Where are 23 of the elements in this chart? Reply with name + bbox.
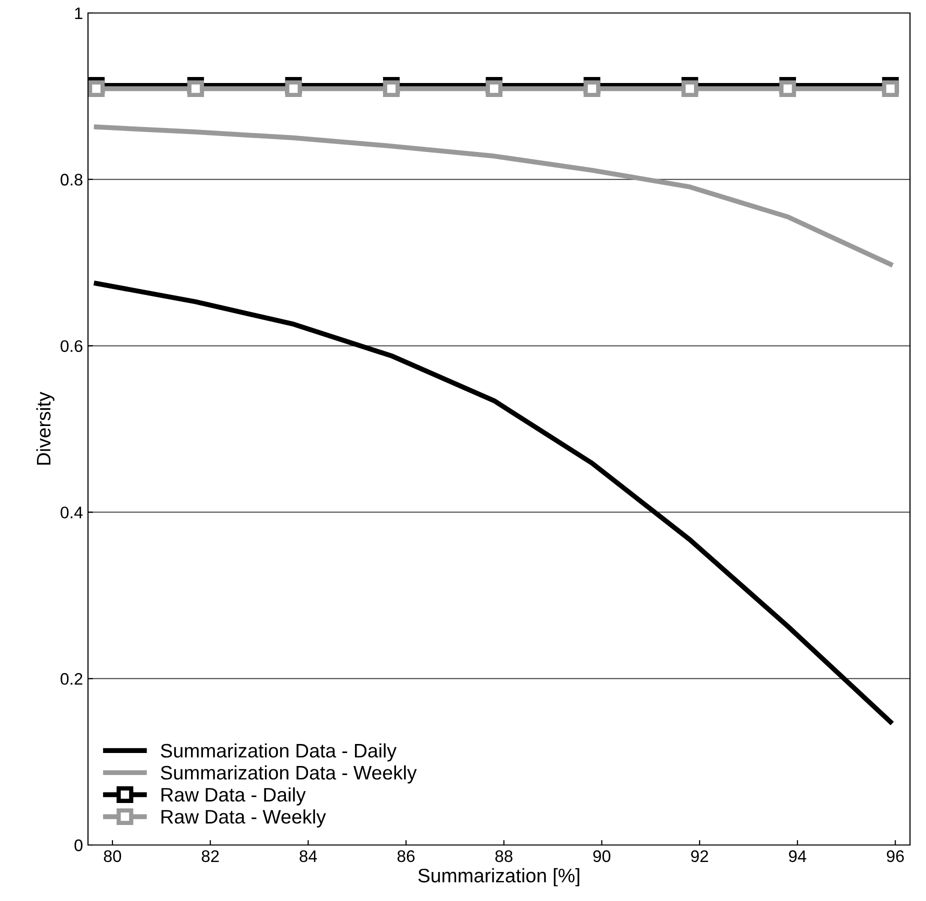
legend-label: Raw Data - Weekly xyxy=(162,809,326,828)
line-series xyxy=(94,124,893,267)
y-tick-label: 1 xyxy=(75,8,82,20)
legend-label: Summarization Data - Daily xyxy=(160,743,397,762)
x-tick-label: 94 xyxy=(788,850,806,862)
y-tick-label: 0 xyxy=(74,839,82,852)
x-tick-label: 82 xyxy=(202,850,219,862)
legend-label: Summarization Data - Weekly xyxy=(160,765,417,784)
x-axis-title: Summarization [%] xyxy=(418,868,580,886)
x-tick-label: 86 xyxy=(397,850,415,862)
y-tick-label: 0.4 xyxy=(60,506,83,518)
line-series xyxy=(94,280,893,724)
y-axis-title: Diversity xyxy=(36,392,54,465)
legend-label: Raw Data - Daily xyxy=(162,787,306,806)
y-tick-label: 0.2 xyxy=(60,673,82,685)
x-tick-label: 80 xyxy=(104,850,122,862)
x-tick-label: 88 xyxy=(495,850,512,862)
x-tick-label: 84 xyxy=(300,850,317,862)
x-tick-label: 96 xyxy=(886,850,904,862)
y-tick-label: 0.8 xyxy=(60,174,82,186)
y-tick-label: 0.6 xyxy=(60,340,82,352)
x-tick-label: 90 xyxy=(593,850,610,862)
x-tick-label: 92 xyxy=(691,850,708,862)
